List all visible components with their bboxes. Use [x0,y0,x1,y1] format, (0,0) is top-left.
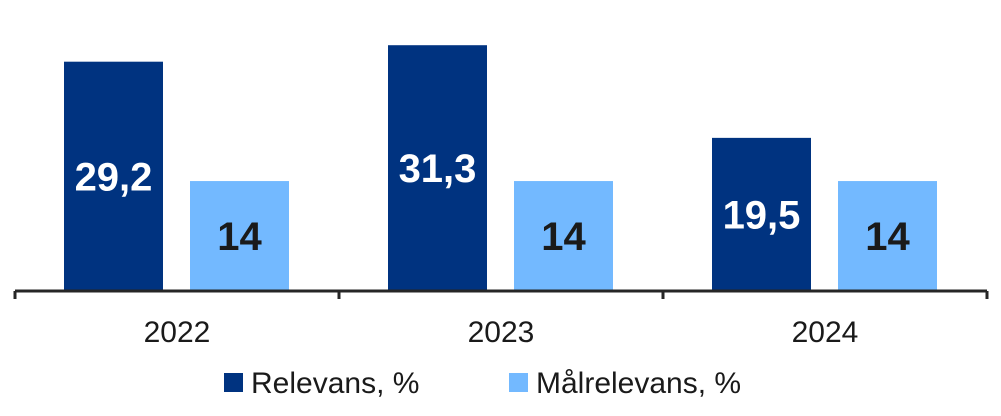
bar-malrelevans-2022 [190,181,289,291]
bar-relevans-2023 [388,45,487,291]
legend-label-relevans: Relevans, % [251,367,419,400]
legend-swatch-relevans [224,373,243,392]
data-label-malrelevans-2024: 14 [865,215,910,259]
bar-malrelevans-2024 [838,181,937,291]
bar-malrelevans-2023 [514,181,613,291]
bar-relevans-2022 [64,61,163,291]
bar-relevans-2024 [712,137,811,291]
legend-swatch-malrelevans [509,373,528,392]
x-tick-label-2023: 2023 [468,316,535,349]
x-tick-label-2024: 2024 [792,316,859,349]
data-label-relevans-2022: 29,2 [75,155,153,199]
data-label-relevans-2023: 31,3 [399,147,477,191]
data-label-malrelevans-2023: 14 [541,215,586,259]
data-label-malrelevans-2022: 14 [217,215,262,259]
data-label-relevans-2024: 19,5 [723,193,801,237]
legend-label-malrelevans: Målrelevans, % [536,367,741,400]
x-tick-label-2022: 2022 [144,316,211,349]
